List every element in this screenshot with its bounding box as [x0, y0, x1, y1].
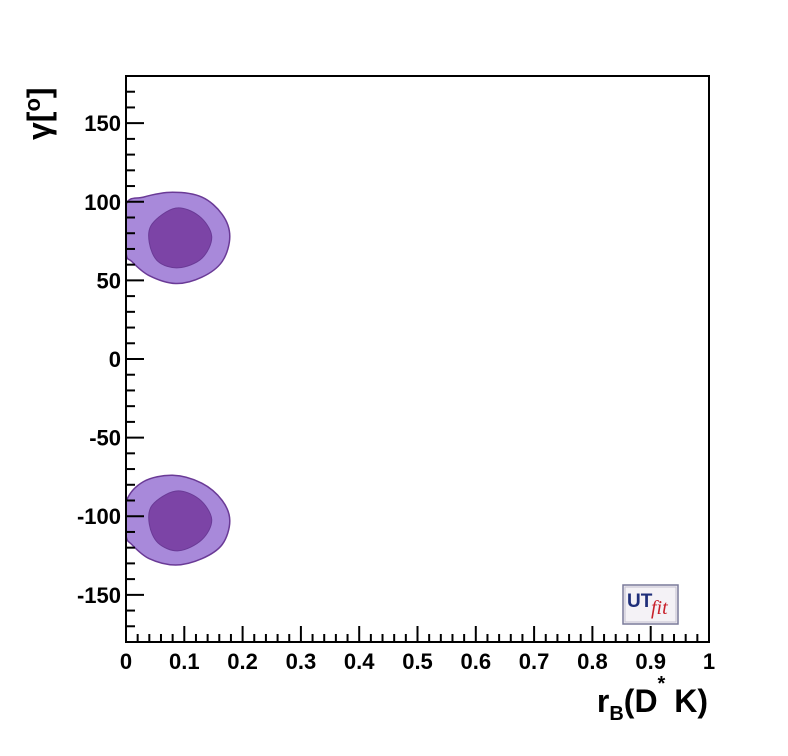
- y-tick-label: 0: [109, 347, 121, 372]
- y-tick-label: -100: [77, 504, 121, 529]
- y-tick-label: 50: [97, 268, 121, 293]
- contour-inner-lower: [148, 490, 213, 552]
- y-axis-title: γ[o]: [20, 87, 57, 140]
- y-tick-label: -50: [89, 426, 121, 451]
- x-tick-label: 0.6: [461, 649, 492, 674]
- x-axis-title: rB(D* K): [597, 673, 708, 725]
- x-tick-label: 0.4: [344, 649, 375, 674]
- utfit-logo-ut: UT: [627, 591, 653, 612]
- x-tick-label: 0.3: [286, 649, 317, 674]
- y-tick-label: 100: [84, 190, 121, 215]
- utfit-logo: UT fit: [622, 584, 679, 625]
- x-tick-label: 0.2: [227, 649, 258, 674]
- y-axis: 150 100 50 0 -50 -100 -150: [77, 75, 144, 643]
- x-tick-label: 0.5: [402, 649, 433, 674]
- x-tick-label: 0.1: [169, 649, 200, 674]
- x-tick-label: 0.9: [635, 649, 666, 674]
- plot-frame: [125, 75, 710, 643]
- x-tick-label: 0.7: [519, 649, 550, 674]
- y-tick-label: 150: [84, 111, 121, 136]
- contour-inner-upper: [148, 207, 213, 269]
- x-axis: 0 0.1 0.2 0.3 0.4 0.5 0.6 0.7 0.8 0.9 1: [120, 626, 715, 674]
- utfit-logo-fit: fit: [651, 597, 668, 619]
- x-tick-label: 0: [120, 649, 132, 674]
- y-tick-label: -150: [77, 583, 121, 608]
- x-tick-label: 0.8: [577, 649, 608, 674]
- contour-regions: [126, 191, 231, 566]
- x-tick-label: 1: [703, 649, 715, 674]
